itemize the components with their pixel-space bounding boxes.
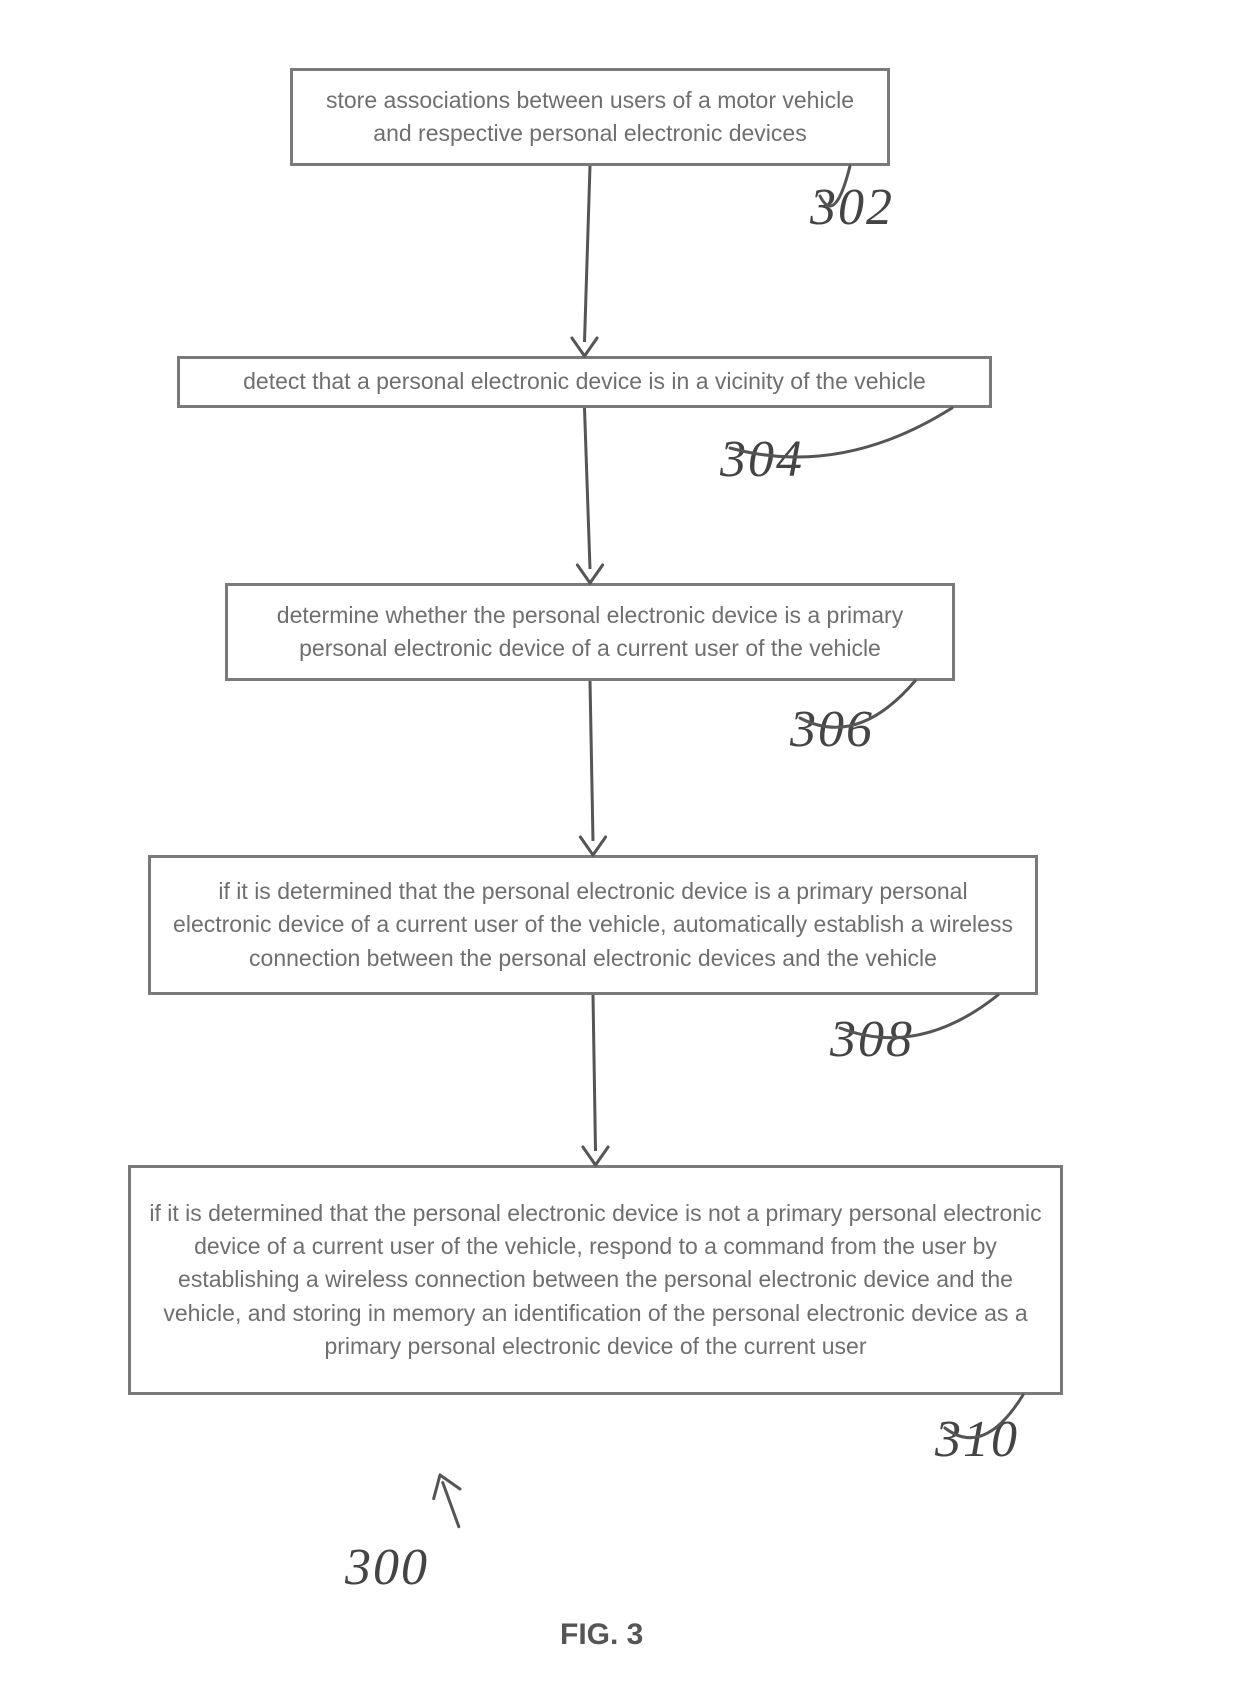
flowchart-canvas: store associations between users of a mo…: [0, 0, 1240, 1703]
figure-label: FIG. 3: [560, 1618, 643, 1652]
diagram-ref-arrow: [0, 0, 1240, 1703]
diagram-ref-label: 300: [345, 1538, 429, 1597]
